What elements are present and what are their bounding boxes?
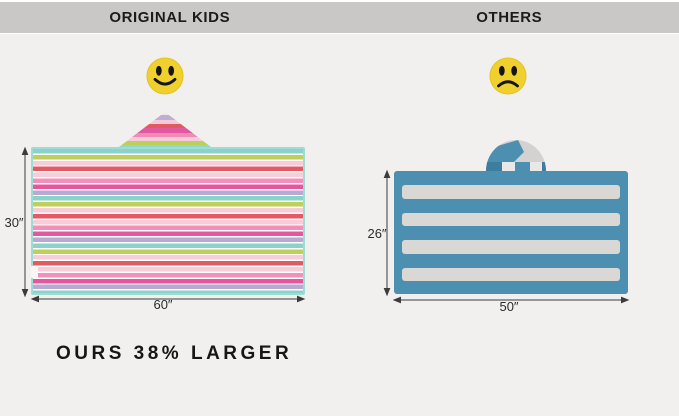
left-towel-tag <box>31 266 38 278</box>
happy-face-icon <box>146 57 184 95</box>
left-towel <box>31 147 305 295</box>
right-towel-stripe <box>402 267 620 281</box>
sad-face-icon <box>489 57 527 95</box>
right-height-label: 26″ <box>367 226 387 241</box>
header-right-label: OTHERS <box>476 9 543 26</box>
right-width-label: 50″ <box>499 299 519 314</box>
size-claim-text: OURS 38% LARGER <box>56 343 293 364</box>
left-width-label: 60″ <box>153 297 173 312</box>
right-towel-stripe <box>402 240 620 254</box>
right-towel <box>394 171 628 294</box>
header-left-label: ORIGINAL KIDS <box>109 9 231 26</box>
right-towel-stripe <box>402 185 620 199</box>
right-towel-stripe <box>402 212 620 226</box>
right-towel-hood <box>486 140 546 171</box>
header-bar: ORIGINAL KIDS OTHERS <box>0 2 679 33</box>
left-height-label: 30″ <box>4 215 24 230</box>
